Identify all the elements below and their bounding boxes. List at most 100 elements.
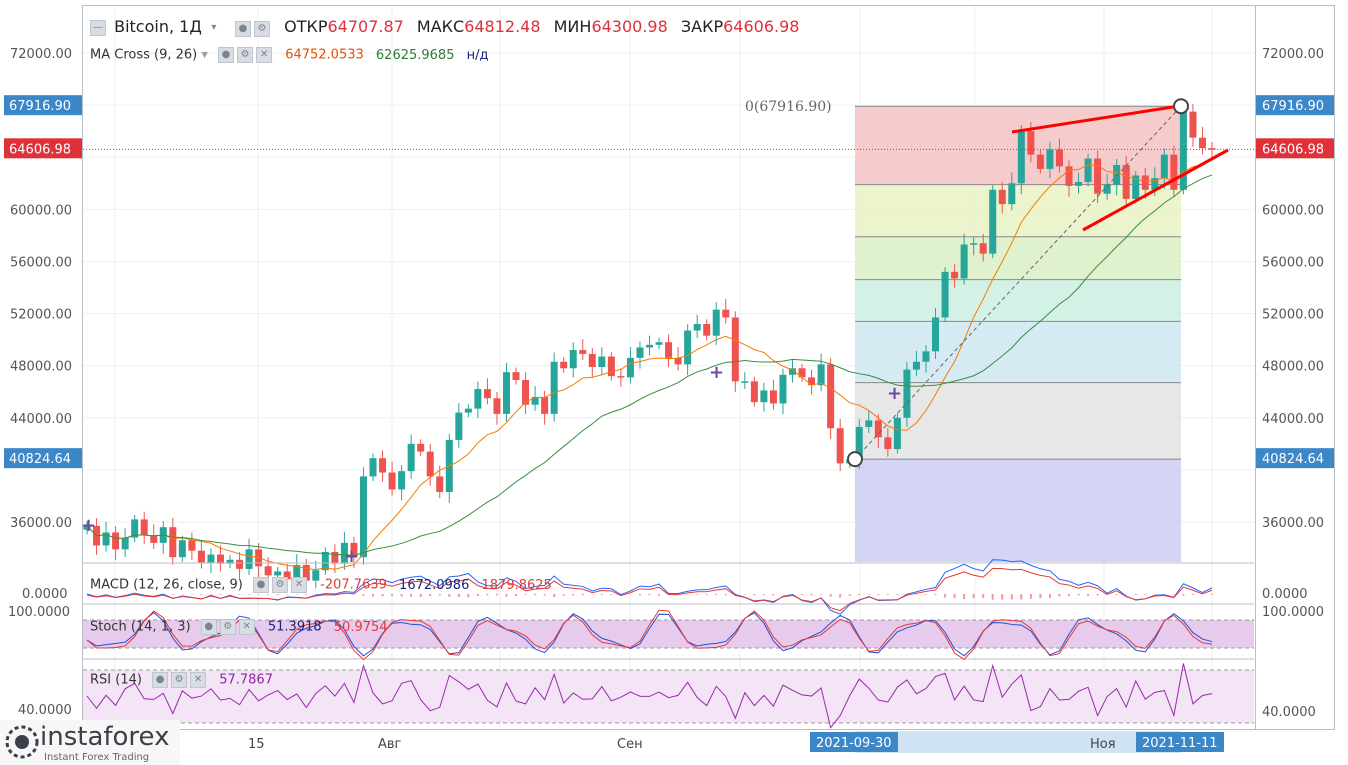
macd-hist-bar — [924, 594, 927, 595]
candle-body — [121, 537, 129, 550]
candle-body — [455, 412, 463, 440]
macd-hist-bar — [705, 594, 708, 595]
stoch-d-line — [86, 609, 1213, 661]
candle-body — [769, 390, 777, 404]
collapse-icon[interactable]: — — [90, 19, 106, 36]
rsi-axis-label-left: 40.0000 — [18, 703, 72, 718]
price-axis-label-right: 60000.00 — [1262, 203, 1324, 218]
macd-hist-bar — [572, 594, 575, 596]
eye-icon[interactable]: ● — [253, 577, 270, 593]
candle-body — [865, 420, 873, 427]
macd-hist-bar — [248, 594, 251, 595]
candle-body — [932, 317, 940, 352]
ma-legend: MA Cross (9, 26) ▾ ● ⚙ ✕ 64752.0533 62625.… — [90, 47, 489, 63]
price-axis-label-left: 56000.00 — [10, 255, 72, 270]
macd-hist-bar — [238, 594, 241, 595]
candle-body — [340, 542, 348, 564]
macd-hist-bar — [524, 594, 527, 595]
candle-body — [703, 323, 711, 336]
macd-hist-bar — [495, 594, 498, 596]
price-tag-right-text: 67916.90 — [1262, 99, 1324, 114]
candle-body — [436, 476, 444, 493]
macd-hist-bar — [419, 594, 422, 597]
macd-hist-bar — [934, 594, 937, 596]
price-tag-right — [1256, 138, 1334, 159]
candle-body — [1075, 181, 1083, 186]
eye-icon[interactable]: ● — [200, 619, 217, 635]
macd-hist-bar — [267, 594, 270, 595]
close-value: 64606.98 — [723, 17, 800, 36]
macd-hist-bar — [486, 594, 489, 596]
candle-body — [226, 559, 234, 564]
close-icon[interactable]: ✕ — [190, 672, 207, 688]
x-tag-start-text: 2021-09-30 — [816, 736, 892, 751]
macd-hist-bar — [858, 594, 861, 596]
fib-zone — [855, 459, 1181, 562]
macd-hist-bar — [629, 594, 632, 595]
macd-hist-bar — [429, 594, 432, 597]
price-tag-left-text: 67916.90 — [9, 99, 71, 114]
eye-icon[interactable]: ● — [152, 672, 169, 688]
macd-hist-bar — [963, 594, 966, 599]
macd-hist-bar — [896, 594, 899, 595]
rsi-band — [83, 670, 1254, 723]
macd-hist-bar — [610, 594, 613, 595]
gear-icon[interactable]: ⚙ — [219, 619, 236, 635]
price-axis-label-left: 36000.00 — [10, 516, 72, 531]
candle-body — [369, 458, 377, 477]
macd-hist-bar — [1020, 594, 1023, 600]
macd-hist-bar — [1087, 594, 1090, 596]
candle-body — [903, 369, 911, 418]
candle-body — [598, 356, 606, 367]
rsi-label: RSI (14) — [90, 672, 142, 688]
trend-line-lower — [1082, 148, 1229, 232]
candle-body — [216, 554, 224, 564]
candle-body — [245, 549, 253, 569]
eye-icon[interactable]: ● — [218, 47, 235, 63]
candle-body — [874, 420, 882, 438]
x-axis-label-15: 15 — [248, 737, 265, 752]
eye-icon[interactable]: ● — [235, 20, 251, 37]
close-icon[interactable]: ✕ — [238, 619, 255, 635]
close-icon[interactable]: ✕ — [256, 47, 273, 63]
chevron-down-icon[interactable]: ▾ — [211, 21, 217, 33]
candle-body — [626, 357, 634, 378]
candle-body — [674, 357, 682, 365]
macd-hist-bar — [1182, 594, 1185, 596]
candle-body — [607, 356, 615, 377]
macd-hist-bar — [1001, 594, 1004, 600]
candle-body — [722, 309, 730, 318]
high-label: МАКС — [416, 17, 465, 36]
macd-hist-bar — [1029, 594, 1032, 599]
candle-body — [140, 519, 148, 536]
candle-body — [426, 451, 434, 477]
candle-body — [293, 564, 301, 580]
price-axis-label-left: 48000.00 — [10, 360, 72, 375]
rsi-line — [86, 663, 1213, 729]
price-axis-label-right: 36000.00 — [1262, 516, 1324, 531]
candle-body — [331, 551, 339, 564]
macd-hist-bar — [801, 594, 804, 596]
macd-hist-bar — [1172, 594, 1175, 595]
macd-axis-label-left: 0.0000 — [22, 587, 68, 602]
macd-hist-bar — [1144, 594, 1147, 595]
candle-body — [1036, 154, 1044, 169]
fib-trend-line — [854, 105, 1182, 460]
gear-icon[interactable]: ⚙ — [237, 47, 254, 63]
candle-body — [760, 390, 768, 403]
macd-hist-bar — [219, 594, 222, 595]
macd-hist-bar — [381, 594, 384, 597]
gear-icon[interactable]: ⚙ — [272, 577, 289, 593]
candle-body — [207, 554, 215, 563]
macd-hist-bar — [591, 594, 594, 595]
candle-body — [1008, 183, 1016, 205]
candle-body — [646, 344, 653, 348]
price-tag-left — [4, 138, 82, 159]
price-axis-label-right: 56000.00 — [1262, 255, 1324, 270]
candle-body — [550, 361, 558, 414]
gear-icon[interactable]: ⚙ — [254, 20, 270, 37]
macd-hist-bar — [877, 594, 880, 596]
gear-icon[interactable]: ⚙ — [171, 672, 188, 688]
close-icon[interactable]: ✕ — [291, 577, 308, 593]
